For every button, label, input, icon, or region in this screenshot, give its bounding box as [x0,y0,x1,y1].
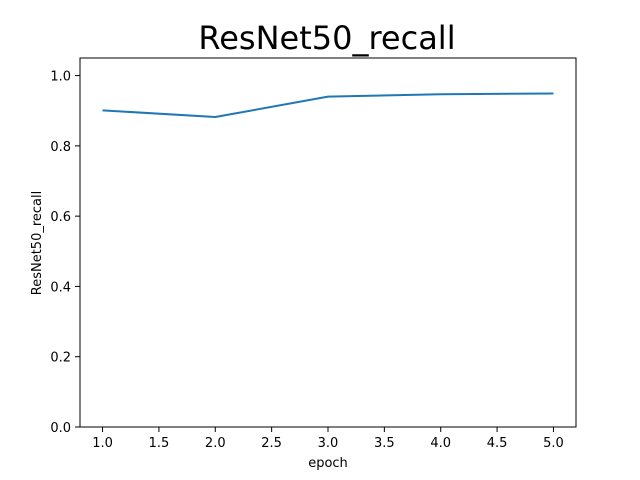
x-tick-label: 4.5 [487,436,508,451]
y-tick-label: 0.2 [50,351,71,366]
x-axis-ticks: 1.0 1.5 2.0 2.5 3.0 3.5 4.0 4.5 5.0 [92,427,564,451]
y-tick-label: 0.0 [50,421,71,436]
x-tick-label: 3.5 [374,436,395,451]
x-tick-label: 2.5 [261,436,282,451]
chart-title: ResNet50_recall [198,19,455,57]
x-tick-label: 1.0 [92,436,113,451]
axes-frame [79,57,577,428]
y-axis-ticks: 0.0 0.2 0.4 0.6 0.8 1.0 [50,70,80,436]
x-axis-label: epoch [308,456,348,471]
x-tick-label: 3.0 [318,436,339,451]
x-tick-label: 2.0 [205,436,226,451]
series-layer [102,92,554,119]
y-axis-label: ResNet50_recall [30,191,45,295]
y-tick-label: 1.0 [50,70,71,85]
x-tick-label: 1.5 [149,436,170,451]
x-tick-label: 5.0 [543,436,564,451]
x-tick-label: 4.0 [430,436,451,451]
y-tick-label: 0.8 [50,140,71,155]
series-line [102,92,554,119]
y-tick-label: 0.6 [50,210,71,225]
y-tick-label: 0.4 [50,280,71,295]
